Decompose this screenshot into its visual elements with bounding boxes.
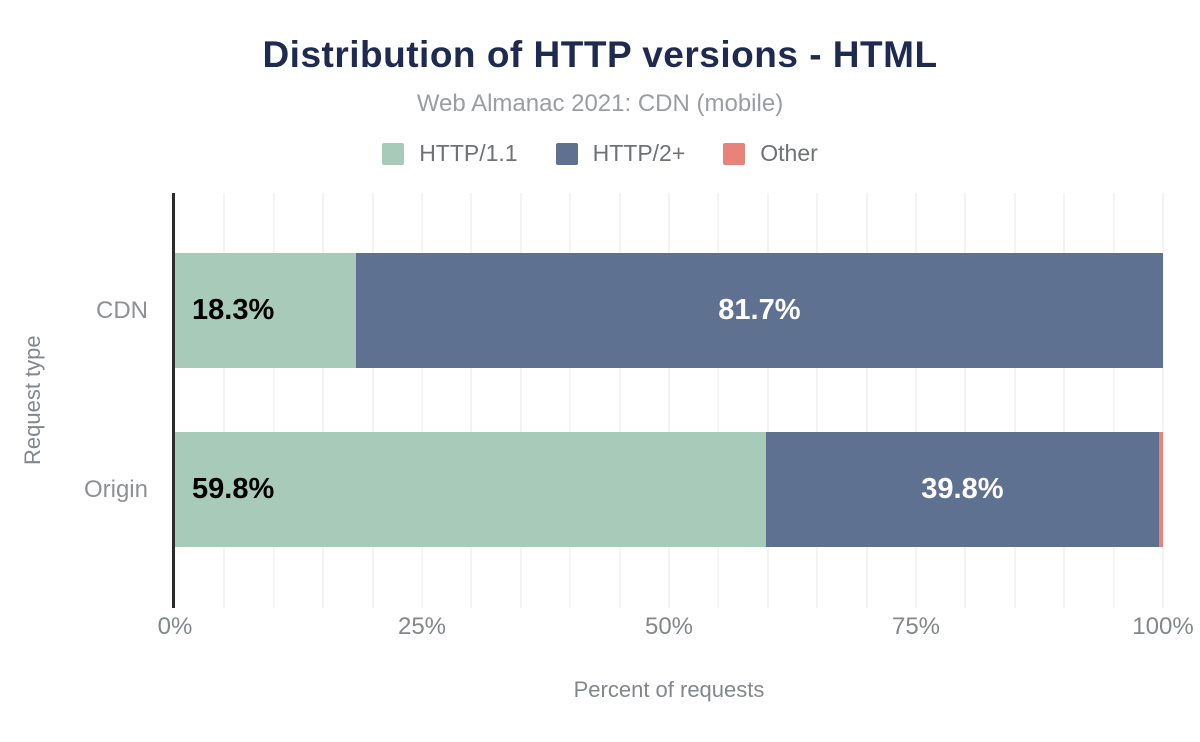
gridline bbox=[1063, 193, 1066, 608]
category-axis: CDN Origin bbox=[0, 193, 161, 608]
x-tick-label: 75% bbox=[891, 613, 941, 640]
chart-title: Distribution of HTTP versions - HTML bbox=[262, 34, 938, 75]
gridline bbox=[272, 193, 275, 608]
value-label: 59.8% bbox=[192, 473, 275, 505]
category-label: CDN bbox=[96, 296, 148, 324]
legend-item[interactable]: HTTP/1.1 bbox=[382, 140, 518, 167]
gridline bbox=[421, 193, 423, 608]
gridline bbox=[519, 193, 522, 608]
bar-cdn: 18.3% 81.7% bbox=[175, 253, 1163, 368]
bar-segment[interactable]: 18.3% bbox=[175, 253, 356, 368]
bar-origin: 59.8% 39.8% bbox=[175, 432, 1163, 547]
x-tick-label: 25% bbox=[397, 613, 447, 640]
category-label: Origin bbox=[83, 475, 148, 503]
legend-label: HTTP/1.1 bbox=[419, 140, 518, 166]
gridline bbox=[569, 193, 572, 608]
bar-segment[interactable]: 59.8% bbox=[175, 432, 766, 547]
x-axis-ticks: 0% 25% 50% 75% 100% bbox=[158, 613, 1194, 645]
y-axis-line bbox=[172, 193, 175, 608]
gridline bbox=[1112, 193, 1115, 608]
x-tick-label: 50% bbox=[644, 613, 694, 640]
y-axis-title: Request type bbox=[20, 335, 45, 466]
gridline bbox=[766, 193, 769, 608]
gridline bbox=[1013, 193, 1016, 608]
gridline bbox=[964, 193, 967, 608]
legend-swatch-icon bbox=[723, 142, 746, 165]
gridline bbox=[668, 193, 670, 608]
gridline bbox=[865, 193, 868, 608]
legend-label: Other bbox=[760, 140, 818, 166]
bar-segment[interactable]: 81.7% bbox=[355, 253, 1163, 368]
legend-swatch-icon bbox=[382, 142, 405, 165]
legend-item[interactable]: Other bbox=[723, 140, 818, 167]
bar-segment[interactable] bbox=[1159, 432, 1163, 547]
x-tick-label: 100% bbox=[1132, 613, 1194, 640]
gridline bbox=[618, 193, 621, 608]
x-tick-label: 0% bbox=[157, 613, 193, 640]
plot-area: 18.3% 81.7% 59.8% 39.8% bbox=[175, 193, 1164, 608]
legend-label: HTTP/2+ bbox=[592, 140, 686, 166]
gridline bbox=[816, 193, 819, 608]
value-label: 81.7% bbox=[718, 294, 801, 326]
x-axis-title: Percent of requests bbox=[573, 677, 765, 702]
gridline bbox=[223, 193, 226, 608]
value-label: 18.3% bbox=[192, 294, 275, 326]
bar-segment[interactable]: 39.8% bbox=[765, 432, 1160, 547]
chart-legend: HTTP/1.1 HTTP/2+ Other bbox=[0, 140, 1200, 167]
gridline bbox=[371, 193, 374, 608]
gridline bbox=[322, 193, 325, 608]
gridline bbox=[1162, 193, 1164, 608]
legend-item[interactable]: HTTP/2+ bbox=[555, 140, 686, 167]
gridline bbox=[915, 193, 917, 608]
chart-subtitle: Web Almanac 2021: CDN (mobile) bbox=[416, 90, 784, 117]
gridline bbox=[470, 193, 473, 608]
gridline bbox=[717, 193, 720, 608]
legend-swatch-icon bbox=[555, 142, 578, 165]
value-label: 39.8% bbox=[921, 473, 1004, 505]
